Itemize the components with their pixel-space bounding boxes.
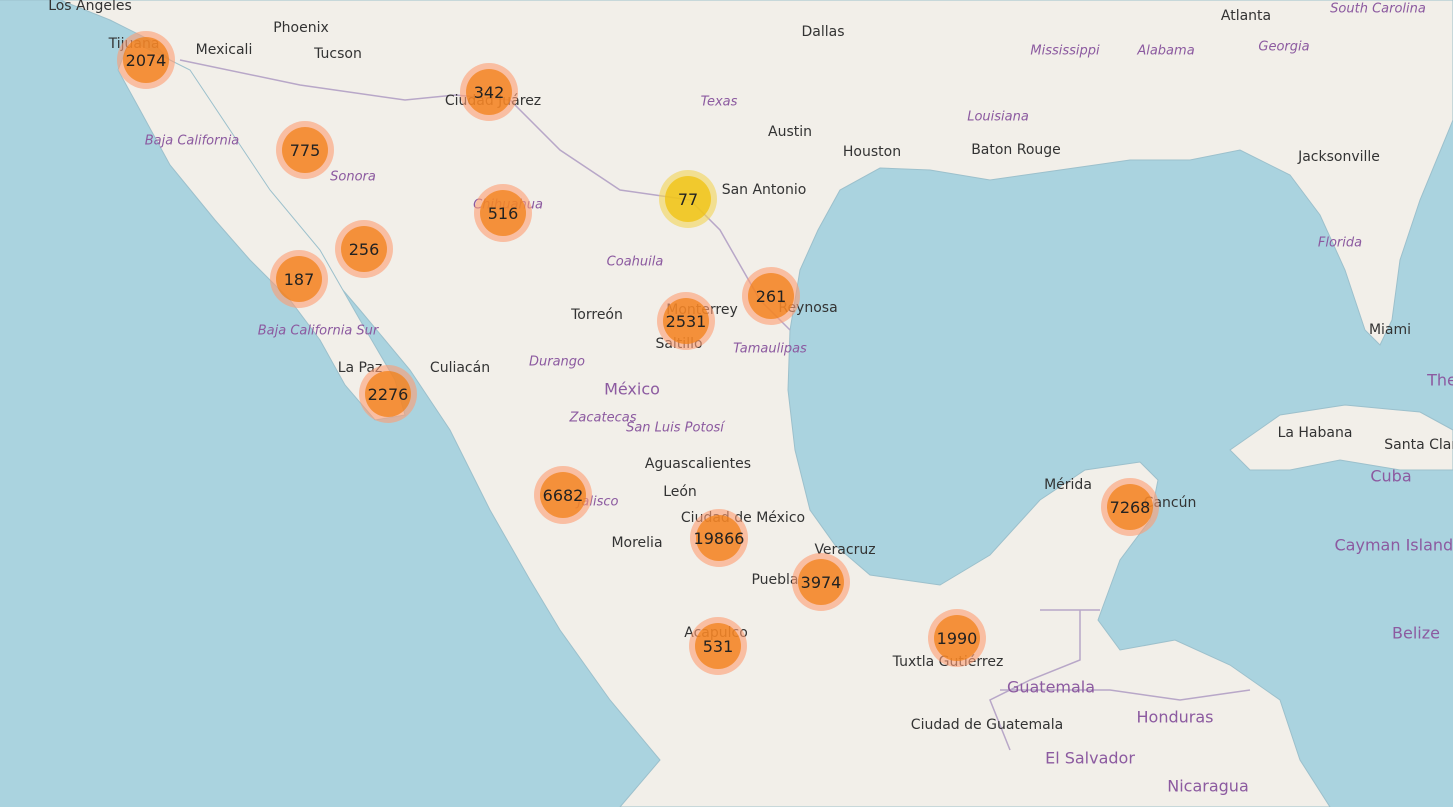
marker-cluster[interactable]: 342 <box>460 63 518 121</box>
cluster-count: 775 <box>282 127 328 173</box>
marker-cluster[interactable]: 187 <box>270 250 328 308</box>
cluster-count: 261 <box>748 273 794 319</box>
marker-cluster[interactable]: 775 <box>276 121 334 179</box>
marker-cluster[interactable]: 3974 <box>792 553 850 611</box>
marker-cluster[interactable]: 7268 <box>1101 478 1159 536</box>
marker-cluster[interactable]: 2276 <box>359 365 417 423</box>
marker-cluster[interactable]: 261 <box>742 267 800 325</box>
cluster-count: 6682 <box>540 472 586 518</box>
cluster-count: 2531 <box>663 298 709 344</box>
marker-cluster[interactable]: 6682 <box>534 466 592 524</box>
cluster-count: 2276 <box>365 371 411 417</box>
marker-cluster[interactable]: 531 <box>689 617 747 675</box>
borders <box>179 59 1251 751</box>
cluster-count: 77 <box>665 176 711 222</box>
marker-cluster[interactable]: 2074 <box>117 31 175 89</box>
marker-cluster[interactable]: 77 <box>659 170 717 228</box>
cluster-count: 531 <box>695 623 741 669</box>
marker-cluster[interactable]: 2531 <box>657 292 715 350</box>
cluster-count: 3974 <box>798 559 844 605</box>
cluster-count: 2074 <box>123 37 169 83</box>
marker-cluster[interactable]: 516 <box>474 184 532 242</box>
cluster-count: 342 <box>466 69 512 115</box>
cuba-island <box>1229 404 1453 471</box>
marker-cluster[interactable]: 256 <box>335 220 393 278</box>
cluster-count: 19866 <box>694 515 744 561</box>
cluster-count: 187 <box>276 256 322 302</box>
cluster-count: 7268 <box>1107 484 1153 530</box>
marker-cluster[interactable]: 19866 <box>690 509 748 567</box>
cluster-count: 256 <box>341 226 387 272</box>
cluster-count: 516 <box>480 190 526 236</box>
cluster-count: 1990 <box>934 615 980 661</box>
marker-cluster[interactable]: 1990 <box>928 609 986 667</box>
